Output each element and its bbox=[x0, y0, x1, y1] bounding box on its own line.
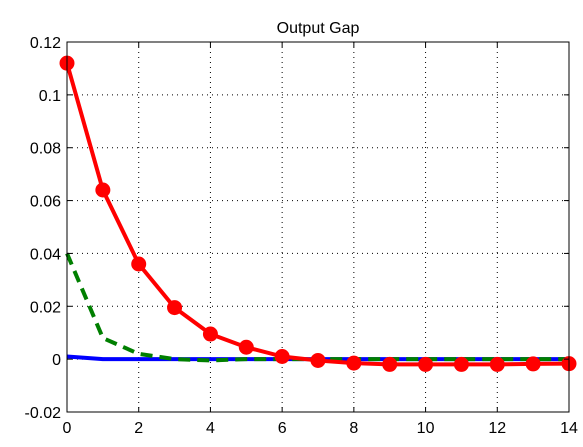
plot-series bbox=[59, 55, 577, 372]
y-tick-label: 0.12 bbox=[30, 35, 61, 52]
chart-title: Output Gap bbox=[277, 20, 360, 37]
series-3-point bbox=[131, 256, 147, 272]
x-tick-label: 2 bbox=[134, 420, 143, 437]
x-tick-label: 4 bbox=[206, 420, 215, 437]
series-3-point bbox=[346, 355, 362, 371]
x-tick-label: 14 bbox=[560, 420, 578, 437]
series-3-point bbox=[310, 352, 326, 368]
x-tick-label: 0 bbox=[63, 420, 72, 437]
y-tick-label: -0.02 bbox=[25, 405, 62, 422]
x-tick-label: 8 bbox=[349, 420, 358, 437]
series-3-point bbox=[238, 339, 254, 355]
series-3-point bbox=[202, 326, 218, 342]
y-tick-label: 0.1 bbox=[39, 88, 61, 105]
x-tick-label: 10 bbox=[417, 420, 435, 437]
series-3-point bbox=[525, 356, 541, 372]
y-tick-label: 0 bbox=[52, 352, 61, 369]
series-3-point bbox=[95, 182, 111, 198]
y-tick-label: 0.04 bbox=[30, 246, 61, 263]
y-tick-label: 0.08 bbox=[30, 141, 61, 158]
x-tick-label: 12 bbox=[488, 420, 506, 437]
y-tick-label: 0.02 bbox=[30, 299, 61, 316]
series-3-point bbox=[167, 300, 183, 316]
series-3-point bbox=[418, 356, 434, 372]
y-tick-label: 0.06 bbox=[30, 194, 61, 211]
series-3-point bbox=[489, 356, 505, 372]
series-3-point bbox=[453, 356, 469, 372]
series-3-point bbox=[382, 356, 398, 372]
axes bbox=[66, 41, 570, 413]
series-3-point bbox=[274, 349, 290, 364]
x-tick-label: 6 bbox=[278, 420, 287, 437]
axes-box bbox=[66, 41, 570, 413]
